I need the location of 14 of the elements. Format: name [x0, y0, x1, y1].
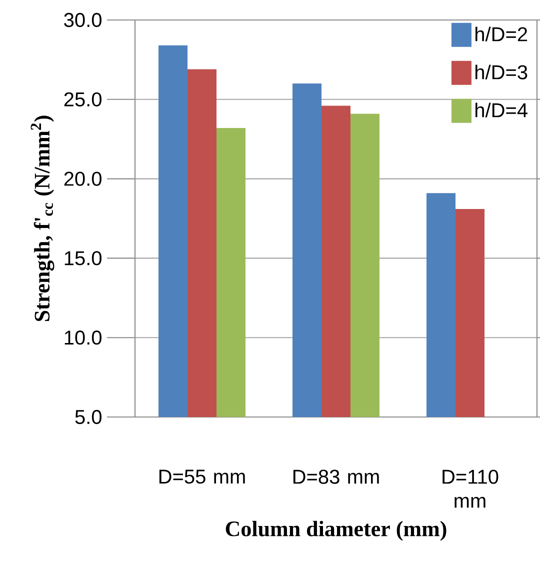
y-tick-label: 25.0 — [64, 92, 102, 106]
y-tick-label: 30.0 — [64, 12, 102, 28]
legend-label: h/D=2 — [476, 26, 528, 42]
y-tick-label: 10.0 — [64, 330, 102, 345]
x-axis-title: Column diameter (mm) — [226, 520, 446, 541]
x-tick-label: D=55 mm — [159, 470, 245, 484]
legend-label: h/D=4 — [476, 102, 528, 118]
x-tick-label: D=83 mm — [293, 470, 379, 484]
y-tick-label: 20.0 — [64, 172, 102, 186]
legend-label: h/D=3 — [476, 64, 528, 80]
y-axis-title: Strength, f'$_{cc}$ (N/mm$^{2}$) — [30, 116, 54, 322]
y-tick-label: 15.0 — [64, 251, 102, 266]
y-tick-label: 5.0 — [75, 410, 102, 424]
x-tick-label: D=110 mm — [442, 470, 498, 508]
